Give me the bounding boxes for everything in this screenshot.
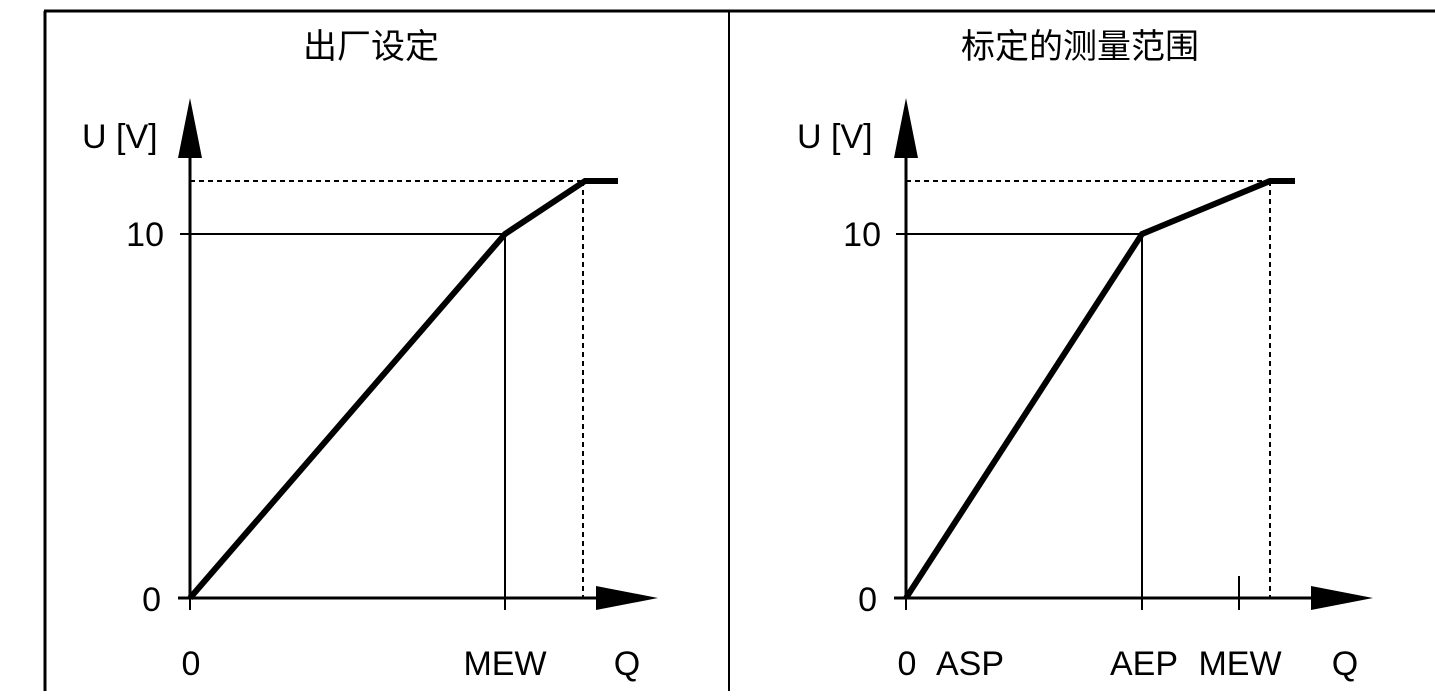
y-axis-arrow-icon: [894, 98, 918, 158]
y-tick-label: 0: [858, 581, 877, 619]
y-tick-label: 10: [843, 216, 881, 254]
panel-title: 出厂设定: [303, 27, 439, 67]
output-characteristic-curve: [187, 178, 618, 600]
x-axis-arrow-icon: [596, 586, 658, 610]
y-axis-label: U [V]: [797, 118, 873, 156]
x-tick-label: AEP: [1110, 645, 1178, 683]
output-characteristic-curve: [903, 178, 1295, 600]
x-axis-label: Q: [614, 645, 640, 683]
x-tick-label: 0: [182, 645, 201, 683]
panel-scaled-measuring-range: 标定的测量范围 U [V] 10 0 0 ASP AEP MEW Q: [797, 27, 1373, 683]
x-axis-label: Q: [1332, 645, 1358, 683]
x-axis-arrow-icon: [1311, 586, 1373, 610]
y-tick-label: 10: [126, 216, 164, 254]
panel-factory-setting: 出厂设定 U [V] 10 0 0 MEW Q: [82, 27, 658, 683]
x-tick-label: ASP: [936, 645, 1004, 683]
x-tick-label: MEW: [463, 645, 546, 683]
y-axis-arrow-icon: [178, 98, 202, 158]
panel-title: 标定的测量范围: [961, 27, 1199, 67]
x-tick-label: 0: [898, 645, 917, 683]
diagram-frame: [43, 9, 1435, 691]
x-tick-label: MEW: [1198, 645, 1281, 683]
y-axis-label: U [V]: [82, 118, 158, 156]
y-tick-label: 0: [142, 581, 161, 619]
